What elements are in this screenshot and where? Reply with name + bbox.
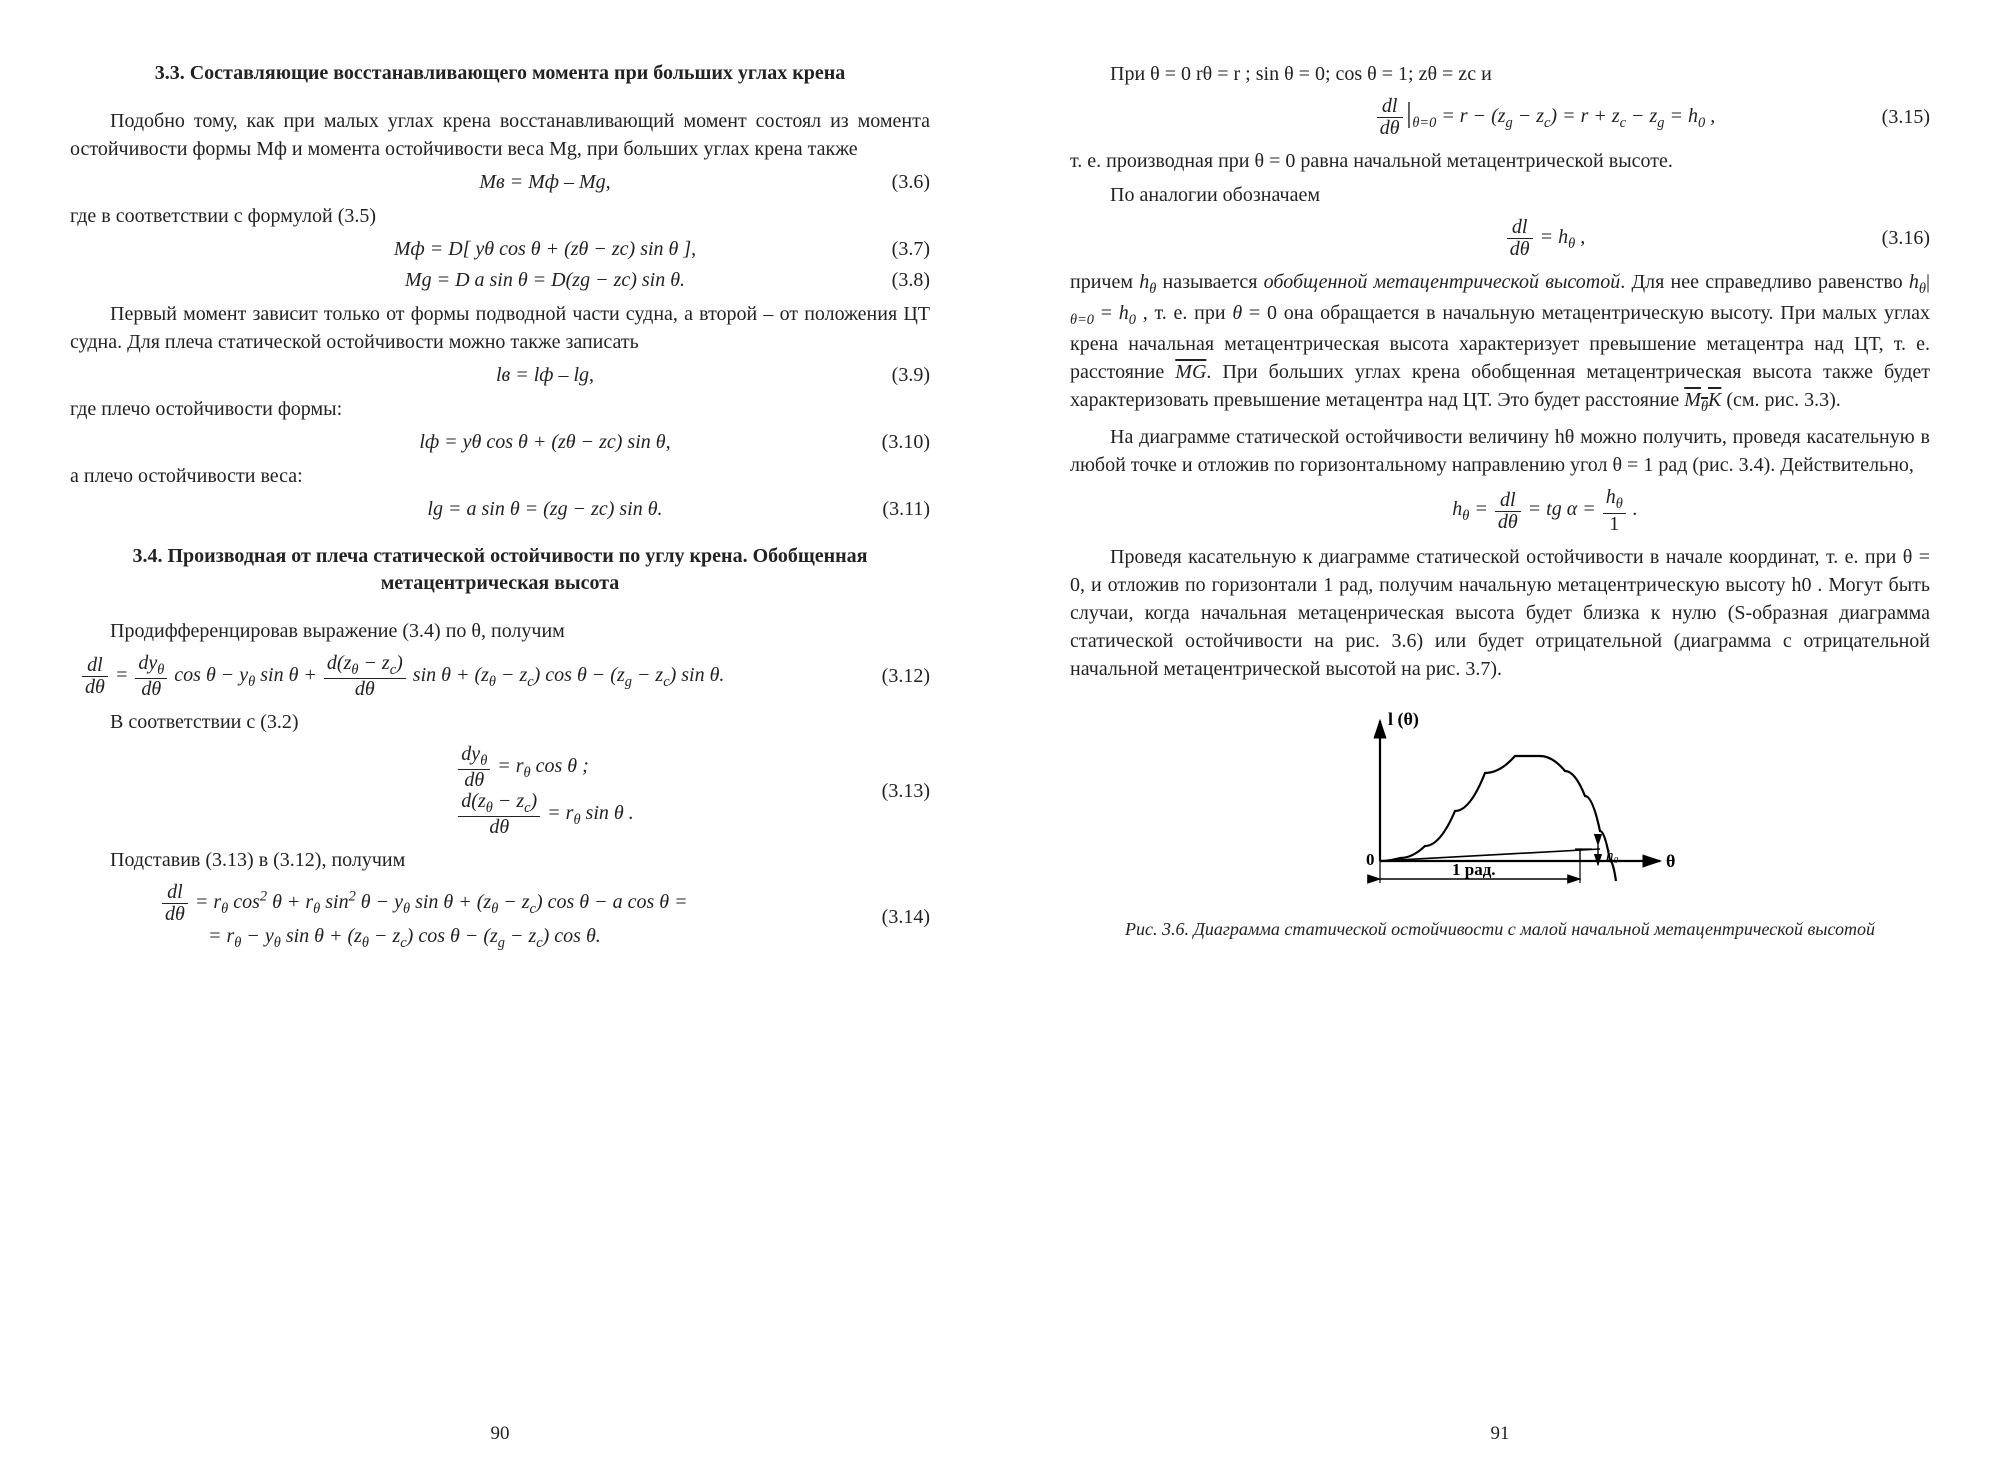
- para: Подобно тому, как при малых углах крена …: [70, 107, 930, 163]
- para: На диаграмме статической остойчивости ве…: [1070, 423, 1930, 479]
- equation-3-12: dldθ = dyθdθ cos θ − yθ sin θ + d(zθ − z…: [70, 653, 930, 700]
- equation-3-16: dldθ = hθ , (3.16): [1070, 217, 1930, 260]
- svg-text:l (θ): l (θ): [1388, 709, 1419, 730]
- equation-3-10: lф = yθ cos θ + (zθ − zс) sin θ, (3.10): [70, 431, 930, 454]
- para: Продифференцировав выражение (3.4) по θ,…: [70, 617, 930, 645]
- para: Первый момент зависит только от формы по…: [70, 300, 930, 356]
- stability-diagram-svg: l (θ) θ 0 1 рад. h₀: [1320, 701, 1680, 901]
- para: где плечо остойчивости формы:: [70, 395, 930, 423]
- para: В соответствии с (3.2): [70, 708, 930, 736]
- svg-text:θ: θ: [1666, 851, 1675, 871]
- figure-3-6: l (θ) θ 0 1 рад. h₀ Рис. 3.6. Диаграмма стат…: [1070, 701, 1930, 941]
- section-3-3-title: 3.3. Составляющие восстанавливающего мом…: [70, 60, 930, 87]
- svg-text:1 рад.: 1 рад.: [1452, 860, 1496, 879]
- svg-text:0: 0: [1366, 850, 1375, 869]
- equation-3-14: dldθ = rθ cos2 θ + rθ sin2 θ − yθ sin θ …: [70, 882, 930, 952]
- page-left: 3.3. Составляющие восстанавливающего мом…: [0, 0, 1000, 1470]
- page-right: При θ = 0 rθ = r ; sin θ = 0; cos θ = 1;…: [1000, 0, 2000, 1470]
- figure-caption: Рис. 3.6. Диаграмма статической остойчив…: [1070, 918, 1930, 941]
- equation-3-7: Mф = D[ yθ cos θ + (zθ − zс) sin θ ], (3…: [70, 238, 930, 261]
- para: а плечо остойчивости веса:: [70, 462, 930, 490]
- para: Подставив (3.13) в (3.12), получим: [70, 846, 930, 874]
- equation-3-9: lв = lф – lg, (3.9): [70, 364, 930, 387]
- page-number: 91: [1000, 1423, 2000, 1445]
- equation-htheta: hθ = dldθ = tg α = hθ1 .: [1070, 487, 1930, 534]
- para: т. е. производная при θ = 0 равна началь…: [1070, 147, 1930, 175]
- equation-3-8: Mg = D a sin θ = D(zg − zс) sin θ. (3.8): [70, 269, 930, 292]
- para: причем hθ называется обобщенной метацент…: [1070, 268, 1930, 417]
- para: где в соответствии с формулой (3.5): [70, 202, 930, 230]
- equation-3-6: Mв = Mф – Mg, (3.6): [70, 171, 930, 194]
- svg-text:h₀: h₀: [1606, 848, 1619, 864]
- equation-3-11: lg = a sin θ = (zg − zс) sin θ. (3.11): [70, 498, 930, 521]
- para: При θ = 0 rθ = r ; sin θ = 0; cos θ = 1;…: [1070, 60, 1930, 88]
- para: По аналогии обозначаем: [1070, 181, 1930, 209]
- page-number: 90: [0, 1423, 1000, 1445]
- section-3-4-title: 3.4. Производная от плеча статической ос…: [70, 543, 930, 597]
- equation-3-15: dldθ|θ=0 = r − (zg − zс) = r + zс − zg =…: [1070, 96, 1930, 139]
- para: Проведя касательную к диаграмме статичес…: [1070, 543, 1930, 683]
- equation-3-13: dyθdθ = rθ cos θ ; d(zθ − zс)dθ = rθ sin…: [70, 744, 930, 838]
